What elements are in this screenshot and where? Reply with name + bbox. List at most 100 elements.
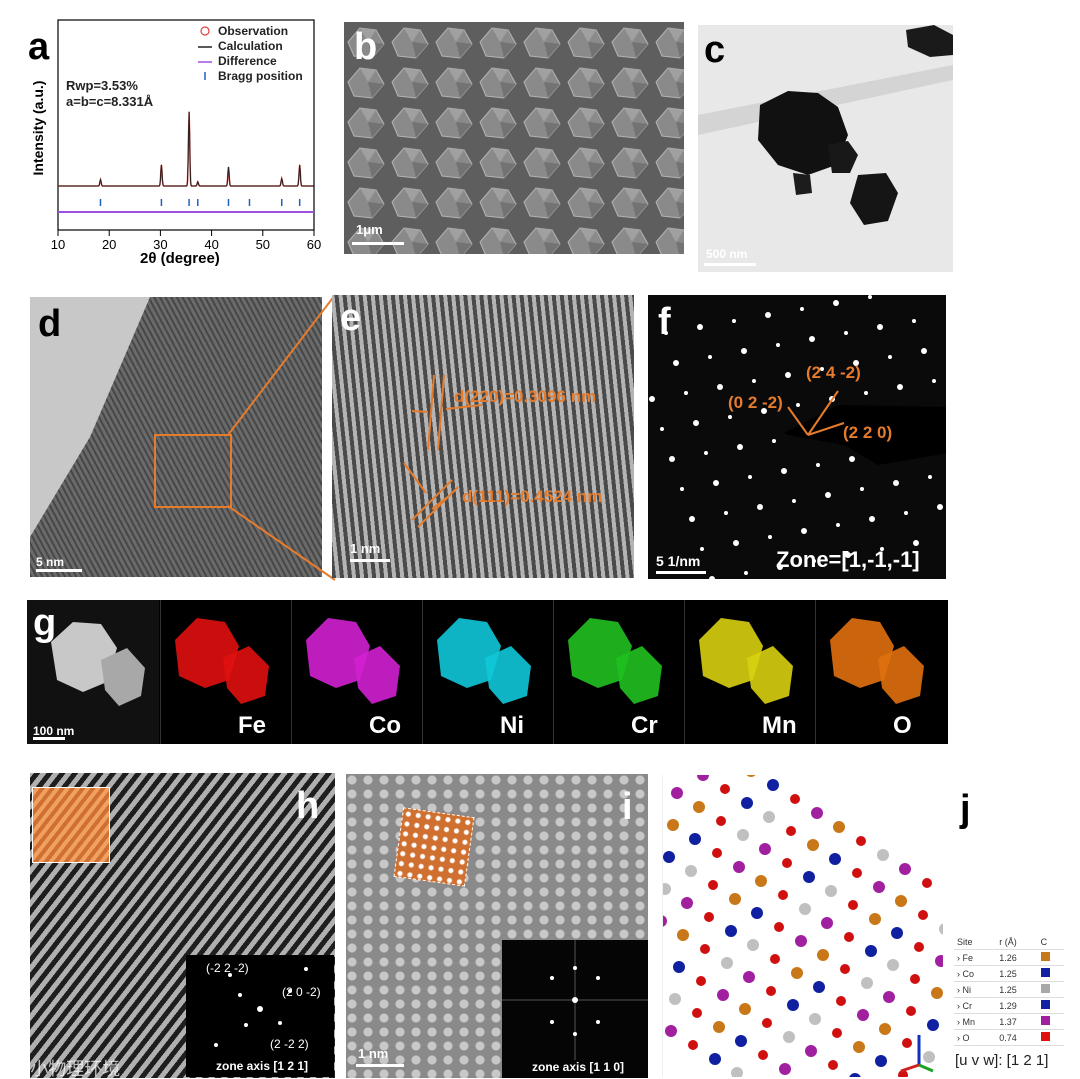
atom [778, 890, 788, 900]
eds-particles [306, 618, 400, 704]
diffraction-spot [869, 516, 875, 522]
diffraction-spot [913, 540, 919, 546]
atom [688, 1040, 698, 1050]
x-axis-label: 2θ (degree) [140, 250, 220, 267]
xrd-chart: 10 20 30 40 50 60 [51, 19, 321, 252]
diffraction-spots [649, 295, 946, 579]
diffraction-spot [709, 576, 715, 579]
atom [663, 883, 671, 895]
atom [857, 1009, 869, 1021]
fft-spots-h [214, 967, 308, 1047]
eds-map-fe [160, 600, 291, 744]
atom [811, 807, 823, 819]
atom [762, 1018, 772, 1028]
diffraction-spot [849, 456, 855, 462]
atom [751, 907, 763, 919]
atom [717, 989, 729, 1001]
diffraction-spot [932, 379, 936, 383]
atom [767, 779, 779, 791]
diffraction-spot [853, 360, 859, 366]
observation-line [58, 111, 314, 187]
atom [836, 996, 846, 1006]
diffraction-spot [796, 403, 800, 407]
atom [681, 897, 693, 909]
diffraction-spot [717, 384, 723, 390]
atom [852, 868, 862, 878]
diffraction-spot [904, 511, 908, 515]
atom [729, 893, 741, 905]
diffraction-spot [700, 547, 704, 551]
site-radius: 1.29 [996, 997, 1038, 1014]
atom [923, 1051, 935, 1063]
d-spacing-markers [403, 374, 483, 528]
atom [799, 903, 811, 915]
site-row: › Mn 1.37 [954, 1013, 1064, 1030]
spot-02-2: (0 2 -2) [728, 393, 783, 412]
fft-spots-i [502, 940, 648, 1060]
atom [733, 861, 745, 873]
site-row: › Co 1.25 [954, 965, 1064, 982]
atom [787, 999, 799, 1011]
atom [739, 1003, 751, 1015]
atom [689, 833, 701, 845]
fft-inset-h: (-2 2 -2) (2 0 -2) (2 -2 2) zone axis [1… [186, 955, 334, 1077]
atom [803, 871, 815, 883]
haadf-particles [51, 622, 145, 706]
atom [725, 925, 737, 937]
atom [759, 843, 771, 855]
atom [735, 1035, 747, 1047]
site-row: › Ni 1.25 [954, 981, 1064, 998]
fft-spot-h-1: (-2 2 -2) [206, 961, 249, 975]
atom [720, 784, 730, 794]
diffraction-spot [728, 415, 732, 419]
site-color [1037, 981, 1064, 998]
scalebar-f [656, 571, 706, 574]
legend-difference: Difference [218, 54, 277, 68]
eds-map-cr [553, 600, 684, 744]
atom [737, 829, 749, 841]
eds-label-cr: Cr [631, 712, 658, 739]
atom [783, 1031, 795, 1043]
scale-d: 5 nm [36, 555, 65, 569]
atom [805, 1045, 817, 1057]
scalebar-d [36, 569, 82, 572]
atom [844, 932, 854, 942]
panel-i-label: i [622, 786, 633, 828]
eds-map-co [291, 600, 422, 744]
tem-particles [698, 25, 953, 225]
site-row: › Cr 1.29 [954, 997, 1064, 1014]
diffraction-spot [912, 319, 916, 323]
panel-i-haadf: i zone axis [1 1 0] 1 nm [346, 774, 648, 1078]
atom [790, 794, 800, 804]
zone-axis-i: zone axis [1 1 0] [532, 1060, 625, 1074]
atom [700, 944, 710, 954]
spot-220: (2 2 0) [843, 423, 893, 442]
scale-i: 1 nm [358, 1046, 389, 1061]
panel-d-label: d [38, 303, 62, 345]
scalebar-b [352, 242, 404, 245]
scalebar-e [350, 559, 390, 562]
diffraction-spot [748, 475, 752, 479]
site-row: › O 0.74 [954, 1029, 1064, 1046]
diffraction-spot [800, 307, 804, 311]
atom [887, 959, 899, 971]
diffraction-spot [921, 348, 927, 354]
panel-f-saed: f (2 4 -2) (0 2 -2) (2 2 0) 5 1/nm Zone=… [648, 295, 946, 579]
site-radius: 0.74 [996, 1029, 1038, 1046]
atom [731, 1067, 743, 1077]
atom [856, 836, 866, 846]
atom [853, 1041, 865, 1053]
x-tick-label: 40 [204, 237, 218, 252]
eds-map-mn [684, 600, 815, 744]
eds-label-co: Co [369, 712, 401, 739]
spot-242: (2 4 -2) [806, 363, 861, 382]
diffraction-spot [733, 540, 739, 546]
panel-a-label: a [28, 26, 50, 68]
diffraction-spot [673, 360, 679, 366]
atom [671, 787, 683, 799]
watermark: @小物理环境 [30, 1059, 121, 1078]
amorphous-region [30, 297, 150, 537]
scalebar-i [356, 1064, 404, 1067]
diffraction-spot [669, 456, 675, 462]
diffraction-spot [820, 367, 824, 371]
